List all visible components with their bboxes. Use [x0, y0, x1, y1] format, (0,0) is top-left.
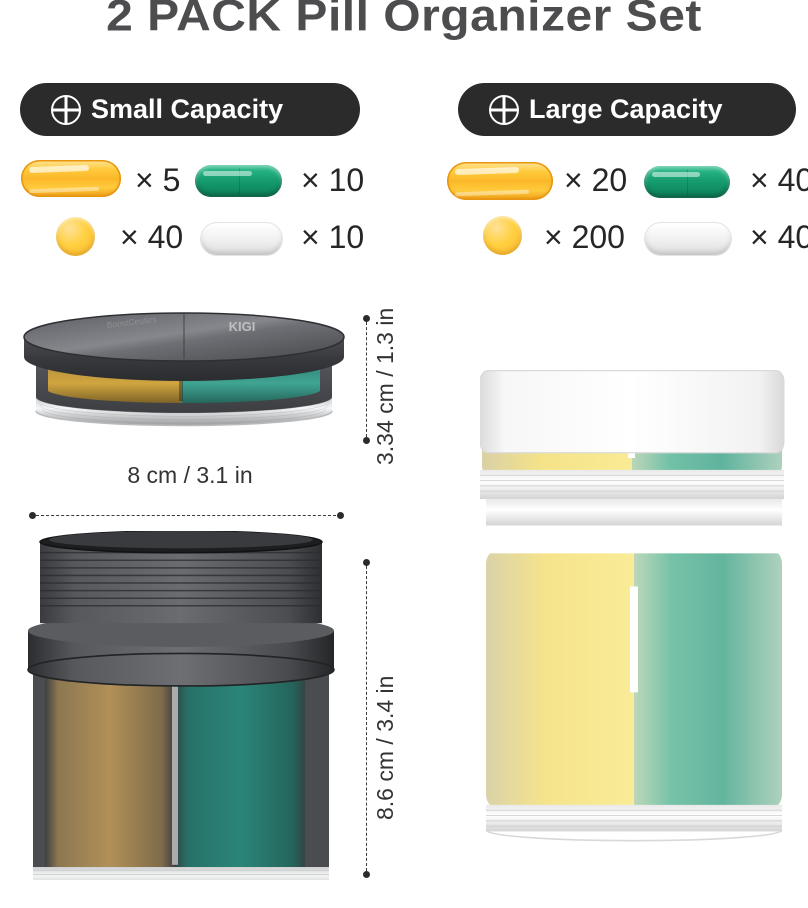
svg-text:KIGI: KIGI — [229, 319, 256, 334]
